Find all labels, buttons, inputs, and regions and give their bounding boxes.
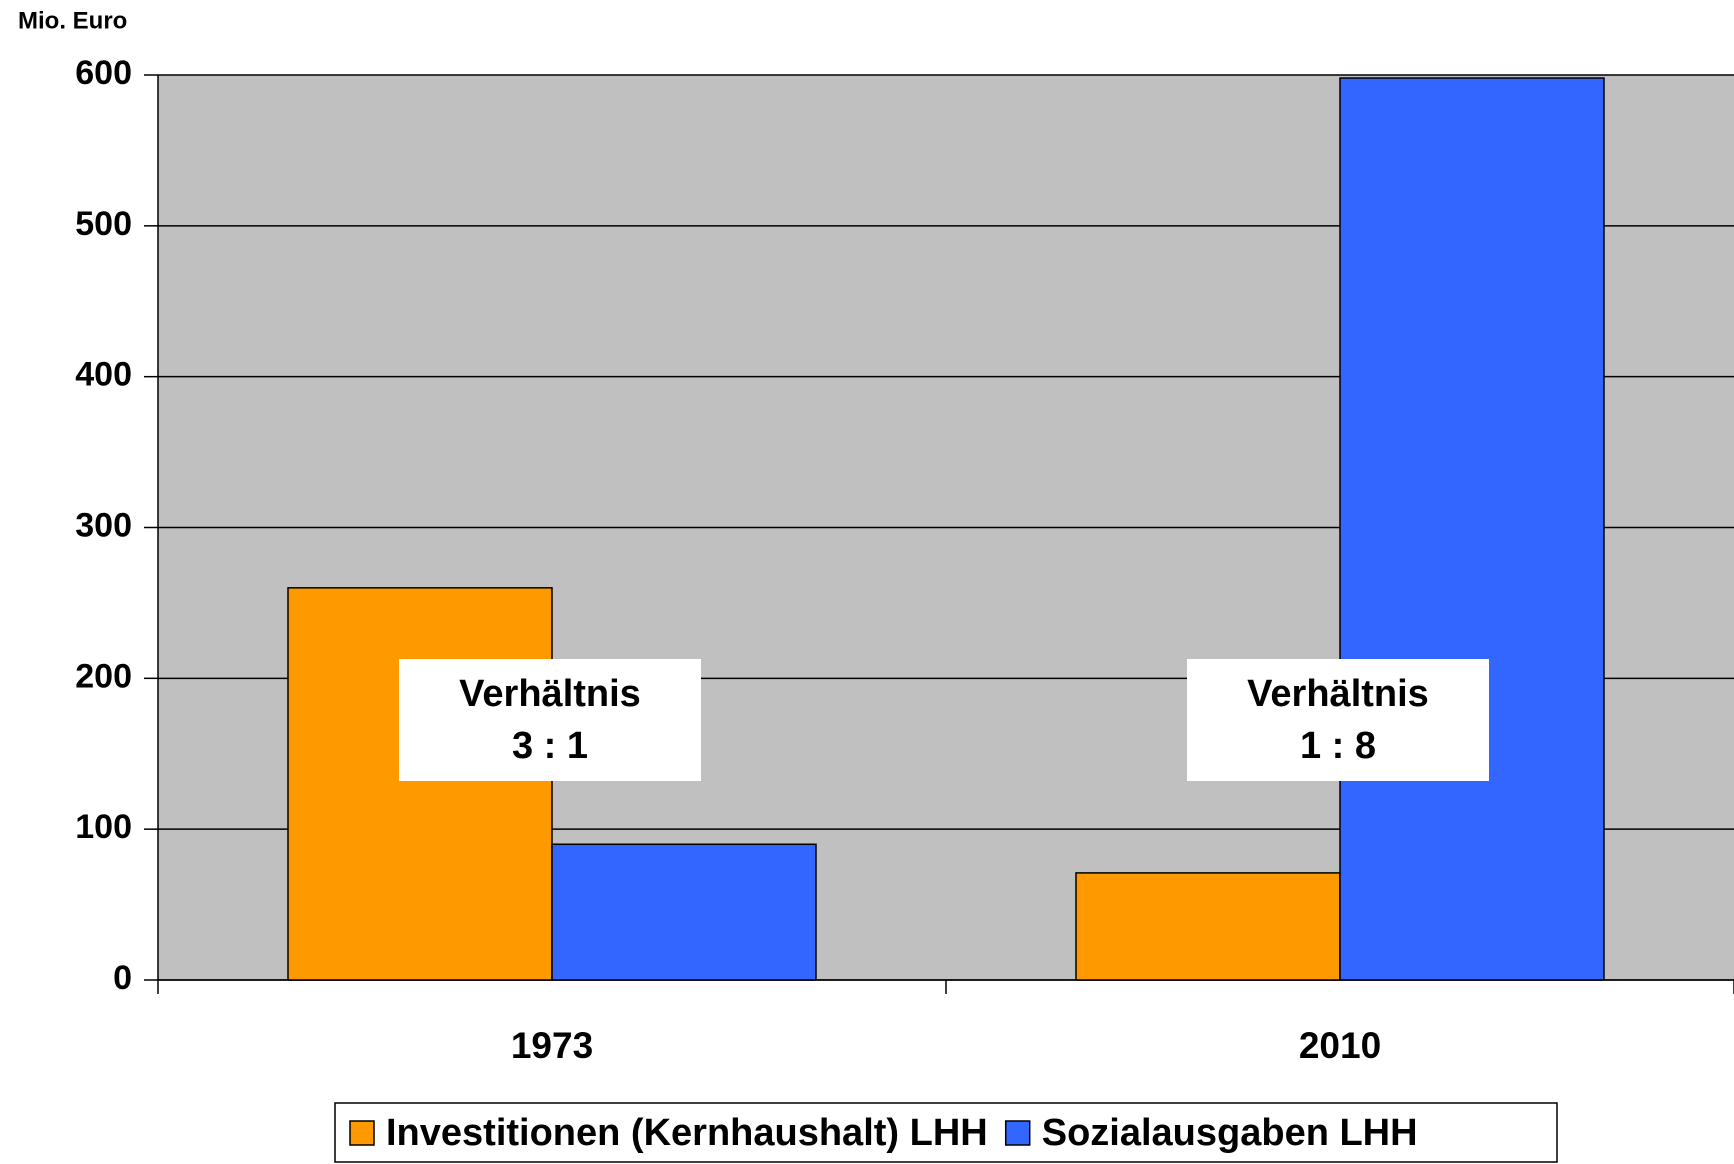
annotation: 1 : 8 — [1300, 725, 1376, 767]
legend-label: Investitionen (Kernhaushalt) LHH — [386, 1112, 988, 1154]
annotation-box — [1187, 659, 1489, 781]
bar — [551, 843, 817, 981]
legend-box — [334, 1102, 1558, 1163]
legend-swatch — [1004, 1120, 1031, 1146]
annotation: 3 : 1 — [512, 725, 588, 767]
y-tick-label: 400 — [75, 356, 132, 394]
legend-label: Sozialausgaben LHH — [1042, 1112, 1418, 1154]
legend-swatch — [349, 1120, 375, 1146]
y-tick-label: 600 — [75, 54, 132, 92]
y-axis-label: Mio. Euro — [18, 7, 127, 34]
y-tick-label: 200 — [75, 657, 132, 695]
bar — [287, 587, 553, 981]
bar — [1339, 77, 1605, 981]
y-tick-label: 100 — [75, 808, 132, 846]
annotation: Verhältnis — [1247, 673, 1429, 715]
y-tick-label: 300 — [75, 506, 132, 544]
annotation: Verhältnis — [459, 673, 641, 715]
y-tick-label: 0 — [113, 959, 132, 997]
y-tick-label: 500 — [75, 205, 132, 243]
x-tick-label: 2010 — [1299, 1025, 1381, 1066]
annotation-box — [399, 659, 701, 781]
x-tick-label: 1973 — [511, 1025, 593, 1066]
bar — [1075, 872, 1341, 981]
